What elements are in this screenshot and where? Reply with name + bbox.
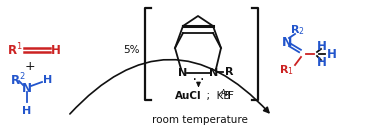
FancyArrowPatch shape bbox=[70, 60, 269, 114]
Text: R$^2$: R$^2$ bbox=[10, 72, 26, 88]
Text: R: R bbox=[225, 67, 234, 77]
Text: N: N bbox=[178, 68, 187, 78]
Text: R$_2$: R$_2$ bbox=[290, 23, 304, 37]
Text: R$^1$: R$^1$ bbox=[7, 42, 23, 58]
Text: ;  KB: ; KB bbox=[200, 91, 231, 101]
Text: room temperature: room temperature bbox=[152, 115, 248, 125]
Text: R$_1$: R$_1$ bbox=[279, 63, 293, 77]
Text: N: N bbox=[282, 35, 292, 48]
Text: H: H bbox=[43, 75, 52, 85]
Text: H: H bbox=[327, 47, 337, 60]
Text: H: H bbox=[317, 56, 327, 70]
Text: N: N bbox=[22, 82, 32, 95]
Text: AuCl: AuCl bbox=[175, 91, 201, 101]
Text: H: H bbox=[51, 43, 61, 56]
Text: H: H bbox=[22, 106, 32, 116]
Text: F: F bbox=[228, 91, 234, 101]
Text: Ar: Ar bbox=[221, 90, 229, 99]
Text: 5%: 5% bbox=[124, 45, 140, 55]
Text: ··: ·· bbox=[191, 74, 206, 87]
Text: N: N bbox=[209, 68, 218, 78]
Text: H: H bbox=[317, 39, 327, 52]
Text: +: + bbox=[25, 59, 35, 72]
